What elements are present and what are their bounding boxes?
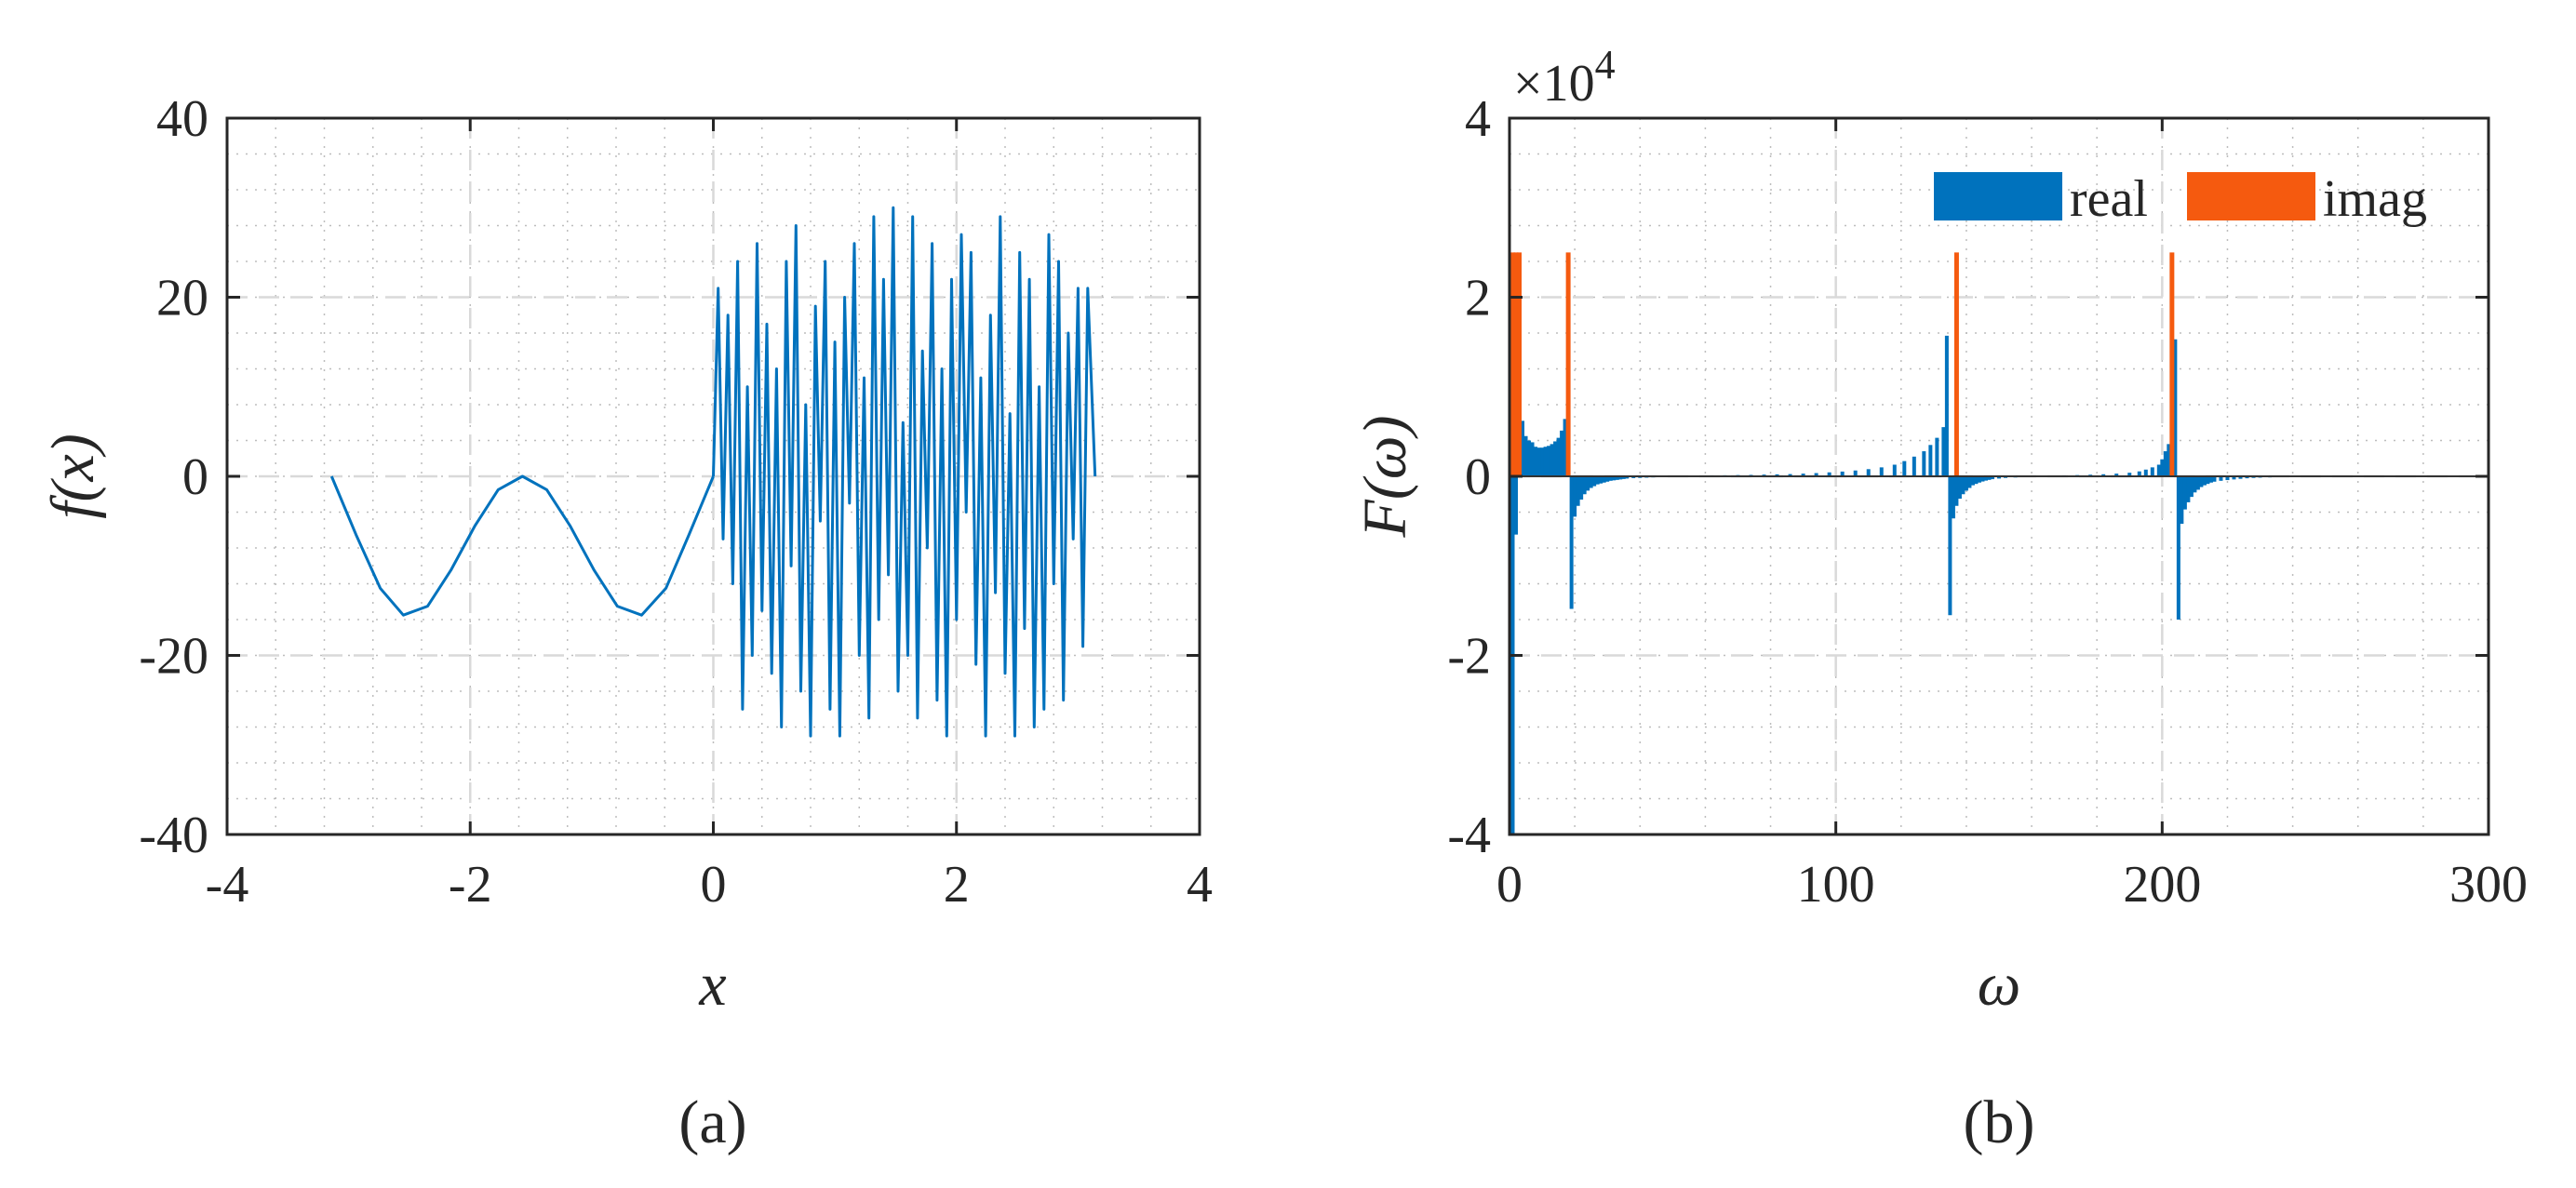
y-tick-label-b: 0 [1465,448,1491,506]
caption-a: (a) [678,1088,746,1156]
y-axis-label-b: F(ω) [1351,416,1419,539]
data-layer-a [329,206,1097,738]
x-tick-label-a: 4 [1187,856,1213,914]
x-tick-label-a: 2 [944,856,970,914]
y-tick-label-a: 20 [156,270,208,327]
y-tick-label-b: -2 [1447,628,1491,686]
series-line-1 [329,474,715,617]
y-multiplier-b: ×104 [1513,42,1616,113]
x-axis-label-b: ω [1978,951,2021,1019]
ticks-b: 0 100 200 300 -4 -2 0 2 4 [1447,90,2528,914]
y-tick-label-b: 4 [1465,90,1491,148]
legend-swatch-imag [2187,172,2315,220]
caption-b: (b) [1964,1088,2035,1156]
legend-label-real: real [2070,170,2148,228]
y-tick-label-b: 2 [1465,270,1491,327]
y-axis-label-a: f(x) [39,434,107,519]
legend-label-imag: imag [2323,170,2427,228]
y-tick-label-b: -4 [1447,807,1491,864]
y-tick-label-a: 40 [156,90,208,148]
y-tick-label-a: -20 [139,628,208,686]
legend-b: real imag [1934,170,2427,228]
y-tick-label-a: -40 [139,807,208,864]
data-layer-b [1509,252,2489,834]
x-tick-label-b: 0 [1496,856,1523,914]
x-tick-label-b: 300 [2449,856,2528,914]
x-tick-label-a: -4 [206,856,249,914]
x-tick-label-b: 100 [1797,856,1875,914]
x-tick-label-a: 0 [701,856,727,914]
y-multiplier-base: ×10 [1513,55,1595,113]
x-tick-label-a: -2 [449,856,492,914]
series-line-2 [712,206,1097,738]
y-multiplier-exp: 4 [1595,42,1616,87]
x-tick-label-b: 200 [2123,856,2201,914]
x-axis-label-a: x [698,951,726,1019]
legend-swatch-real [1934,172,2062,220]
y-tick-label-a: 0 [182,448,208,506]
